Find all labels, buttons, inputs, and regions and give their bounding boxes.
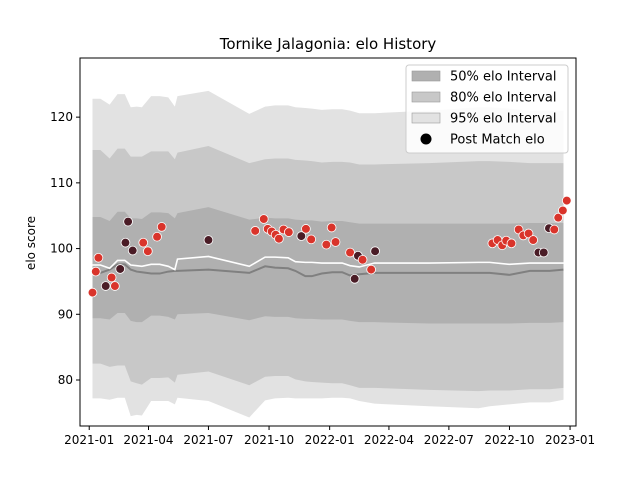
- legend-swatch-0: [411, 70, 441, 82]
- post-match-point-2022-02-20: [357, 254, 368, 265]
- post-match-point-2022-01-04: [326, 222, 337, 233]
- legend: 50% elo Interval 80% elo Interval 95% elo …: [405, 64, 569, 154]
- legend-label-3: Post Match elo: [450, 133, 545, 148]
- legend-swatch-1: [411, 91, 441, 103]
- post-match-point-2021-11-19: [296, 231, 307, 241]
- post-match-point-2022-01-10: [330, 237, 341, 247]
- post-match-point-2021-12-27: [321, 239, 332, 250]
- x-tick-label-2021-04: 2021-04: [123, 433, 173, 447]
- post-match-point-2021-09-23: [258, 214, 269, 224]
- mean-elo-line: [92, 255, 564, 271]
- post-match-point-2021-12-04: [306, 234, 317, 245]
- legend-label-0: 50% elo Interval: [450, 70, 557, 85]
- post-match-point-2021-02-09: [110, 281, 120, 291]
- post-match-point-2021-01-06: [87, 287, 98, 298]
- post-match-point-2022-02-08: [349, 273, 360, 284]
- x-axis-ticks: 2021-01 2021-04 2021-07 2021-10 2022-01 2022-…: [64, 426, 595, 447]
- post-match-point-2022-10-30: [523, 228, 534, 239]
- post-match-point-2022-11-06: [528, 235, 538, 245]
- legend-marker-3: [420, 133, 432, 145]
- y-tick-label-100: 100: [50, 242, 73, 256]
- post-match-point-2021-10-16: [274, 233, 284, 244]
- y-tick-label-80: 80: [58, 373, 73, 387]
- x-tick-label-2023-01: 2023-01: [545, 433, 595, 447]
- post-match-point-2021-04-14: [152, 231, 162, 242]
- post-match-point-2021-03-31: [143, 246, 153, 257]
- y-axis-ticks: 80 90 100 110 120: [50, 110, 80, 387]
- post-match-point-2021-04-21: [156, 222, 167, 232]
- post-match-point-2021-10-31: [284, 227, 294, 237]
- x-tick-label-2022-07: 2022-07: [424, 433, 474, 447]
- post-match-point-2022-12-14: [553, 212, 564, 223]
- y-axis-label: elo score: [24, 216, 38, 270]
- post-match-point-2022-12-21: [558, 205, 568, 216]
- post-match-point-2022-12-27: [561, 195, 572, 206]
- post-match-point-2022-10-04: [506, 238, 517, 249]
- legend-swatch-2: [411, 112, 441, 124]
- y-tick-label-90: 90: [58, 307, 73, 321]
- post-match-point-2021-03-24: [138, 237, 149, 248]
- post-match-point-2021-03-08: [127, 245, 138, 256]
- legend-box: [405, 64, 569, 154]
- plot-frame: [79, 57, 577, 427]
- post-match-point-2021-09-10: [250, 226, 261, 236]
- y-tick-label-120: 120: [50, 110, 73, 124]
- x-tick-label-2021-10: 2021-10: [244, 433, 294, 447]
- legend-label-2: 95% elo Interval: [450, 112, 557, 127]
- trend-lines: [92, 255, 564, 278]
- post-match-point-2022-02-01: [345, 247, 355, 258]
- x-tick-label-2021-07: 2021-07: [183, 433, 233, 447]
- post-match-point-2022-03-05: [366, 264, 376, 275]
- x-tick-label-2021-01: 2021-01: [64, 433, 114, 447]
- post-match-point-2021-01-15: [93, 252, 104, 263]
- post-match-point-2021-02-04: [106, 272, 117, 283]
- post-match-point-2021-02-17: [115, 264, 125, 274]
- legend-label-1: 80% elo Interval: [450, 91, 557, 106]
- x-tick-label-2022-10: 2022-10: [484, 433, 534, 447]
- post-match-point-2021-03-01: [123, 216, 133, 227]
- post-match-point-2022-12-08: [549, 224, 560, 235]
- post-match-points: [87, 195, 572, 298]
- median-elo-line: [92, 263, 564, 278]
- interval-bands: [92, 90, 564, 418]
- x-tick-label-2022-01: 2022-01: [305, 433, 355, 447]
- post-match-point-2021-07-01: [203, 235, 214, 245]
- y-tick-label-110: 110: [50, 176, 73, 190]
- post-match-point-2022-03-11: [370, 246, 380, 257]
- post-match-point-2022-11-22: [538, 247, 549, 258]
- post-match-point-2021-01-11: [91, 266, 101, 277]
- post-match-point-2021-02-25: [120, 237, 131, 248]
- post-match-point-2021-11-26: [301, 224, 311, 234]
- post-match-point-2021-01-26: [100, 281, 111, 291]
- x-tick-label-2022-04: 2022-04: [364, 433, 414, 447]
- chart-title: Tornike Jalagonia: elo History: [219, 35, 437, 53]
